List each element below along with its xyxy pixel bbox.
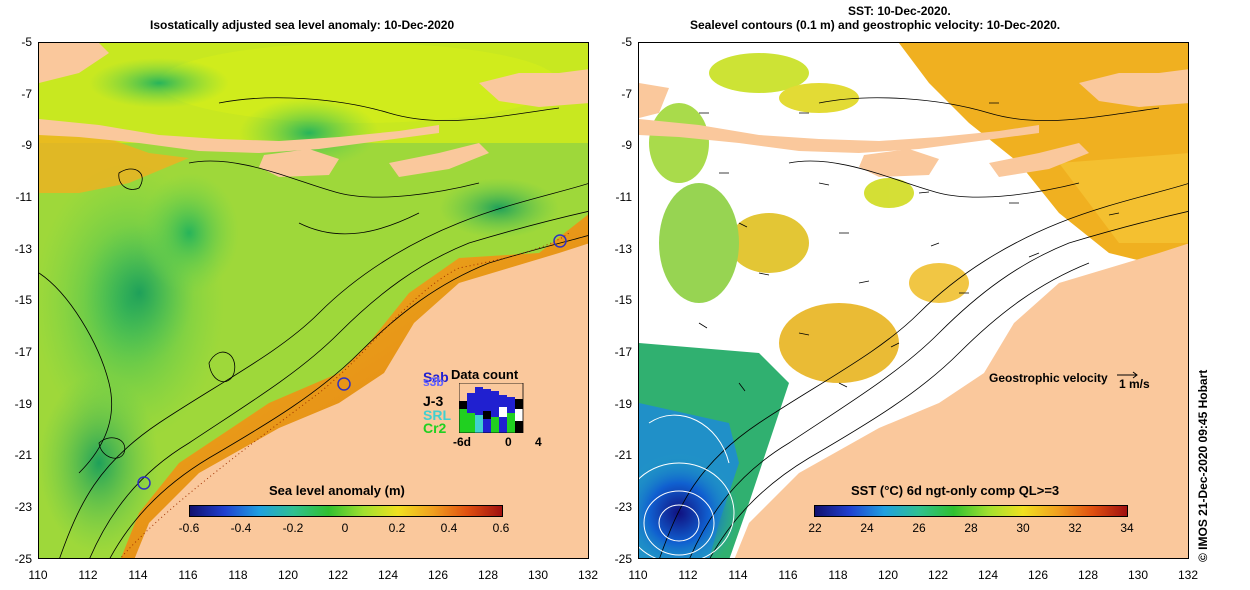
left-y-tick: -17: [14, 345, 32, 359]
right-y-tick: -19: [614, 397, 632, 411]
satellite-label-sab: Sab: [423, 369, 449, 385]
geostrophic-velocity-legend-label: Geostrophic velocity: [989, 371, 1108, 385]
left-x-tick: 128: [477, 568, 499, 582]
left-y-tick: -13: [14, 242, 32, 256]
velocity-scale-arrow-icon: [1117, 371, 1138, 379]
right-y-tick: -7: [621, 87, 632, 101]
right-x-tick: 122: [927, 568, 949, 582]
right-y-tick: -17: [614, 345, 632, 359]
satellite-label-cr2: Cr2: [423, 420, 447, 436]
right-y-tick: -21: [614, 448, 632, 462]
left-y-tick: -23: [14, 500, 32, 514]
left-x-tick: 130: [527, 568, 549, 582]
left-y-tick: -5: [21, 35, 32, 49]
sla-colorbar-tick: -0.2: [282, 521, 304, 535]
left-x-tick: 120: [277, 568, 299, 582]
sla-colorbar-tick: -0.6: [178, 521, 200, 535]
right-x-tick: 110: [628, 568, 648, 582]
data-count-legend: Data count Sab s3b J-3 SRL Cr2: [423, 367, 553, 449]
sst-colorbar-tick: 28: [964, 521, 978, 535]
sst-colorbar-tick: 24: [860, 521, 874, 535]
right-y-tick: -5: [621, 35, 632, 49]
right-y-tick: -23: [614, 500, 632, 514]
left-y-tick: -7: [21, 87, 32, 101]
right-x-tick: 124: [977, 568, 999, 582]
data-count-axis-end: 4: [535, 435, 542, 449]
satellite-label-j3: J-3: [423, 393, 444, 409]
right-y-tick: -15: [614, 293, 632, 307]
left-x-tick: 118: [228, 568, 248, 582]
left-x-tick: 110: [28, 568, 48, 582]
right-x-tick: 118: [828, 568, 848, 582]
left-y-tick: -19: [14, 397, 32, 411]
data-count-bars: [459, 383, 524, 433]
geostrophic-velocity-scale: 1 m/s: [1119, 377, 1150, 391]
right-map-title-line1: SST: 10-Dec-2020.: [848, 4, 951, 18]
sla-colorbar-label: Sea level anomaly (m): [269, 483, 405, 498]
right-x-tick: 130: [1127, 568, 1149, 582]
sla-colorbar-tick: 0.4: [440, 521, 458, 535]
satellite-label-s3b: s3b: [423, 375, 444, 389]
sla-map-graphic: [39, 43, 588, 558]
left-x-tick: 124: [377, 568, 399, 582]
right-y-tick: -25: [614, 552, 632, 566]
right-y-tick: -13: [614, 242, 632, 256]
sst-colorbar: [814, 505, 1128, 517]
right-x-tick: 126: [1027, 568, 1049, 582]
right-x-tick: 114: [728, 568, 748, 582]
left-y-tick: -11: [15, 190, 32, 204]
left-x-tick: 116: [178, 568, 198, 582]
right-x-tick: 112: [678, 568, 698, 582]
sst-colorbar-tick: 30: [1016, 521, 1030, 535]
sst-colorbar-tick: 32: [1068, 521, 1082, 535]
sla-colorbar-tick: 0: [341, 521, 349, 535]
sst-colorbar-tick: 22: [808, 521, 822, 535]
data-count-axis-zero: 0: [505, 435, 512, 449]
left-y-tick: -15: [14, 293, 32, 307]
left-x-tick: 112: [78, 568, 98, 582]
satellite-label-srl: SRL: [423, 407, 451, 423]
sst-colorbar-tick: 26: [912, 521, 926, 535]
imos-credit: © IMOS 21-Dec-2020 09:45 Hobart: [1196, 369, 1210, 562]
right-y-tick: -9: [621, 138, 632, 152]
right-x-tick: 132: [1177, 568, 1199, 582]
data-count-title: Data count: [451, 367, 519, 382]
right-x-tick: 120: [877, 568, 899, 582]
sea-level-anomaly-map: Data count Sab s3b J-3 SRL Cr2: [38, 42, 589, 559]
left-y-tick: -9: [21, 138, 32, 152]
left-x-tick: 132: [577, 568, 599, 582]
left-x-tick: 122: [327, 568, 349, 582]
sst-colorbar-label: SST (°C) 6d ngt-only comp QL>=3: [851, 483, 1060, 498]
right-x-tick: 116: [778, 568, 798, 582]
left-map-title: Isostatically adjusted sea level anomaly…: [150, 18, 455, 32]
right-map-title-line2: Sealevel contours (0.1 m) and geostrophi…: [690, 18, 1061, 32]
data-count-axis-start: -6d: [453, 435, 471, 449]
sla-colorbar-tick: 0.6: [492, 521, 510, 535]
sst-geostrophic-map: Geostrophic velocity 1 m/s SST (°C) 6d n…: [638, 42, 1189, 559]
sla-colorbar: [189, 505, 503, 517]
left-y-tick: -21: [14, 448, 32, 462]
left-x-tick: 126: [427, 568, 449, 582]
left-y-tick: -25: [14, 552, 32, 566]
left-x-tick: 114: [128, 568, 148, 582]
right-y-tick: -11: [615, 190, 632, 204]
sla-colorbar-tick: 0.2: [388, 521, 406, 535]
right-x-tick: 128: [1077, 568, 1099, 582]
sla-colorbar-tick: -0.4: [230, 521, 252, 535]
sst-map-graphic: [639, 43, 1188, 558]
sst-colorbar-tick: 34: [1120, 521, 1134, 535]
